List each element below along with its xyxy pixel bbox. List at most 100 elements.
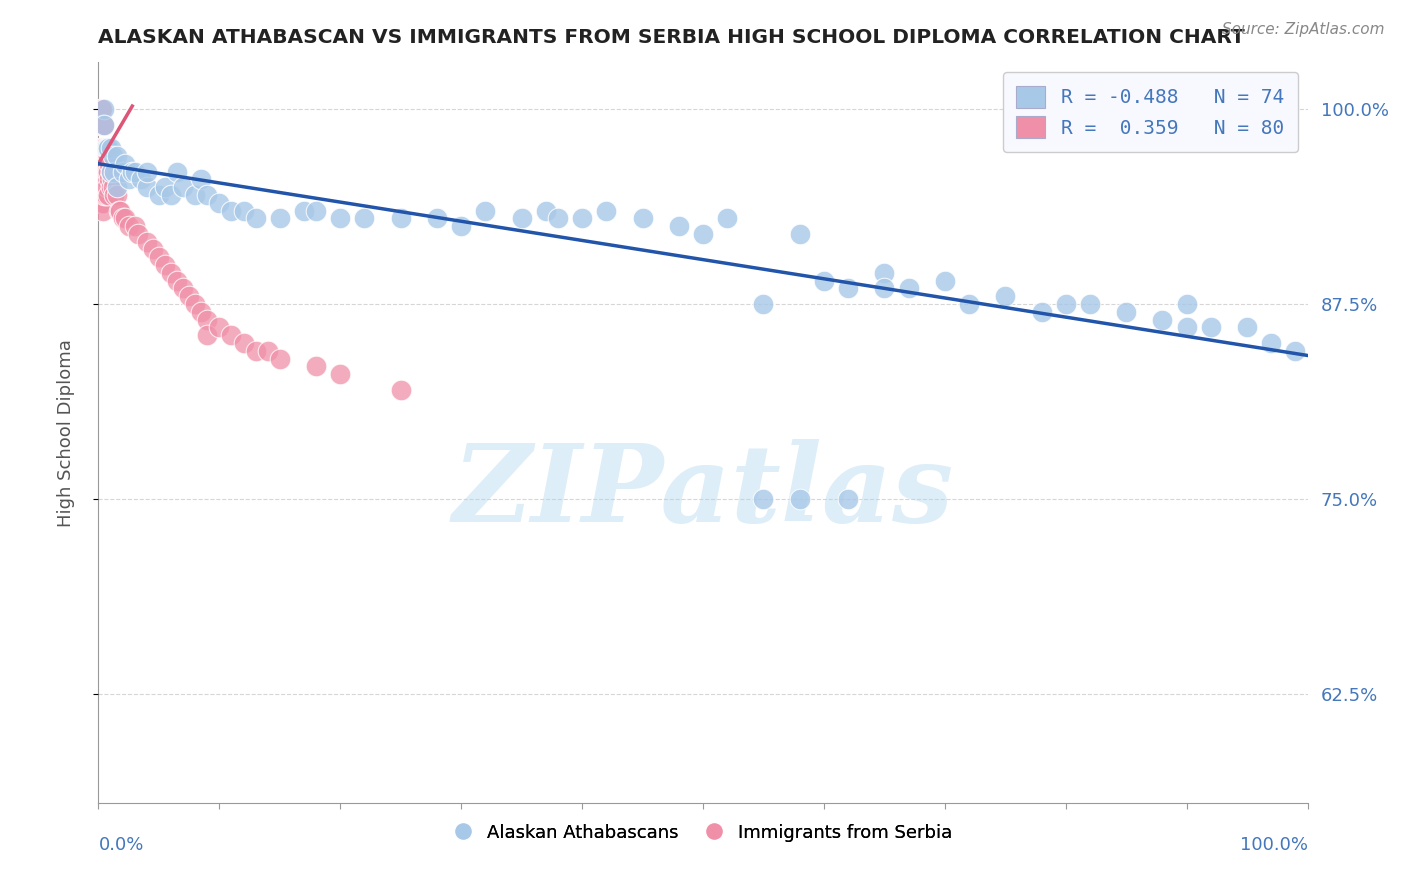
Point [813, 274, 835, 288]
Point [94, 141, 117, 155]
Point [90, 195, 112, 210]
Point [94, 157, 117, 171]
Point [305, 359, 328, 374]
Text: 0.0%: 0.0% [98, 836, 143, 855]
Point [269, 211, 291, 226]
Point [100, 164, 122, 178]
Point [934, 274, 956, 288]
Point [329, 367, 352, 381]
Point [105, 149, 128, 163]
Point [91, 141, 114, 155]
Point [96, 141, 118, 155]
Point [426, 211, 449, 226]
Point [190, 305, 212, 319]
Point [716, 211, 738, 226]
Point [571, 211, 593, 226]
Y-axis label: High School Diploma: High School Diploma [56, 339, 75, 526]
Point [127, 227, 149, 241]
Point [353, 211, 375, 226]
Point [89, 102, 111, 116]
Point [97, 164, 120, 178]
Point [98, 172, 121, 186]
Point [221, 203, 243, 218]
Point [100, 172, 122, 186]
Point [837, 281, 859, 295]
Point [91, 164, 114, 178]
Point [179, 289, 201, 303]
Point [389, 211, 412, 226]
Point [957, 297, 980, 311]
Point [190, 172, 212, 186]
Point [389, 383, 412, 397]
Point [692, 227, 714, 241]
Point [135, 180, 157, 194]
Point [256, 343, 278, 358]
Point [118, 219, 141, 233]
Point [160, 266, 183, 280]
Point [91, 118, 114, 132]
Point [103, 164, 125, 178]
Point [837, 491, 859, 506]
Point [91, 188, 114, 202]
Point [595, 203, 617, 218]
Point [1260, 336, 1282, 351]
Point [153, 258, 176, 272]
Point [292, 203, 315, 218]
Point [93, 141, 115, 155]
Point [142, 243, 165, 257]
Point [91, 195, 114, 210]
Point [91, 157, 114, 171]
Point [789, 491, 811, 506]
Point [329, 211, 352, 226]
Text: 100.0%: 100.0% [1240, 836, 1308, 855]
Point [994, 289, 1017, 303]
Point [1115, 305, 1137, 319]
Point [91, 149, 114, 163]
Point [90, 180, 112, 194]
Point [160, 188, 183, 202]
Point [96, 149, 118, 163]
Point [897, 281, 920, 295]
Point [100, 141, 122, 155]
Point [1175, 320, 1198, 334]
Point [172, 180, 194, 194]
Point [105, 180, 128, 194]
Text: Source: ZipAtlas.com: Source: ZipAtlas.com [1222, 22, 1385, 37]
Point [108, 203, 131, 218]
Point [93, 188, 115, 202]
Point [103, 188, 125, 202]
Point [108, 203, 131, 218]
Point [91, 203, 114, 218]
Point [89, 141, 111, 155]
Point [91, 141, 114, 155]
Point [1152, 312, 1174, 326]
Point [474, 203, 496, 218]
Point [195, 312, 218, 326]
Point [789, 227, 811, 241]
Point [166, 274, 188, 288]
Point [89, 164, 111, 178]
Point [91, 188, 114, 202]
Point [97, 188, 120, 202]
Point [1199, 320, 1222, 334]
Point [91, 195, 114, 210]
Point [208, 195, 231, 210]
Point [93, 172, 115, 186]
Point [97, 141, 120, 155]
Point [245, 211, 267, 226]
Point [111, 211, 134, 226]
Text: ALASKAN ATHABASCAN VS IMMIGRANTS FROM SERBIA HIGH SCHOOL DIPLOMA CORRELATION CHA: ALASKAN ATHABASCAN VS IMMIGRANTS FROM SE… [98, 28, 1246, 47]
Point [184, 188, 207, 202]
Point [221, 328, 243, 343]
Point [94, 188, 117, 202]
Point [91, 172, 114, 186]
Point [124, 164, 146, 178]
Point [101, 180, 124, 194]
Point [450, 219, 472, 233]
Point [195, 328, 218, 343]
Point [153, 180, 176, 194]
Text: ZIPatlas: ZIPatlas [453, 439, 953, 545]
Point [245, 343, 267, 358]
Point [195, 188, 218, 202]
Point [89, 149, 111, 163]
